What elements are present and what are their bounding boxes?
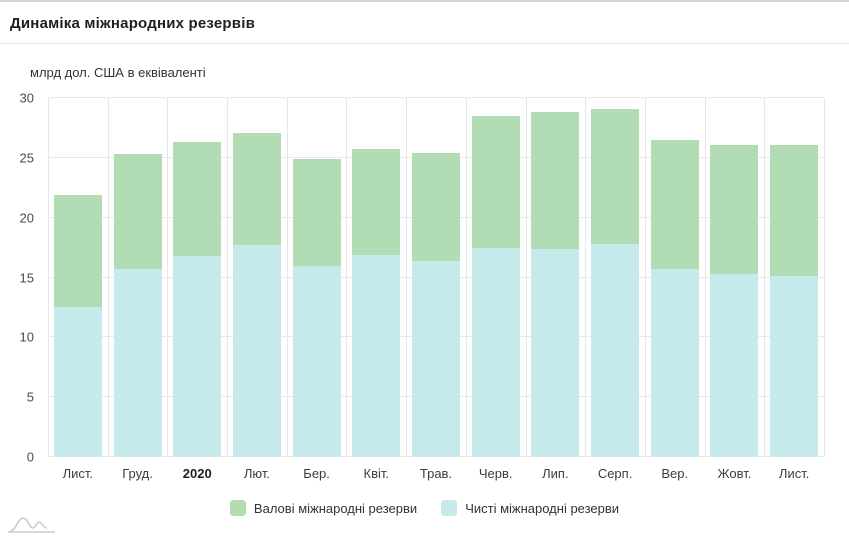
- y-tick-label: 10: [19, 329, 34, 345]
- chart-legend: Валові міжнародні резерви Чисті міжнарод…: [0, 496, 849, 520]
- bar-net[interactable]: [770, 276, 819, 457]
- mini-area-chart-icon: [8, 517, 55, 533]
- x-tick-label: 2020: [182, 466, 212, 481]
- bar-net[interactable]: [412, 260, 460, 457]
- gridline-vertical: [167, 98, 169, 457]
- x-tick-label: Черв.: [478, 466, 513, 481]
- gridline-vertical: [824, 98, 825, 457]
- legend-swatch-gross-icon: [229, 500, 246, 516]
- x-tick-label: Серп.: [597, 466, 633, 481]
- gridline-vertical: [227, 98, 229, 457]
- x-tick-label: Бер.: [303, 466, 330, 481]
- gridline-vertical: [585, 98, 587, 457]
- gridline-vertical: [704, 98, 706, 457]
- bar-net[interactable]: [232, 245, 281, 457]
- y-tick-label: 20: [19, 210, 34, 226]
- legend-swatch-net-icon: [441, 500, 458, 516]
- gridline-horizontal: [48, 97, 824, 98]
- bar-net[interactable]: [352, 254, 401, 457]
- gridline-vertical: [346, 98, 348, 457]
- plot-area: [48, 97, 825, 457]
- x-tick-label: Квіт.: [363, 466, 390, 481]
- legend-label-gross: Валові міжнародні резерви: [253, 500, 418, 516]
- x-tick-label: Груд.: [122, 466, 153, 481]
- x-tick-label: Лист.: [778, 466, 810, 481]
- gridline-vertical: [107, 98, 109, 457]
- gridline-vertical: [48, 98, 49, 457]
- header-divider: [0, 43, 849, 44]
- y-tick-label: 30: [19, 90, 34, 106]
- bar-net[interactable]: [113, 269, 162, 457]
- x-tick-label: Лют.: [243, 466, 270, 481]
- x-tick-label: Лип.: [542, 466, 569, 481]
- legend-item-gross[interactable]: Валові міжнародні резерви: [229, 500, 418, 516]
- y-tick-label: 15: [19, 270, 34, 285]
- x-tick-label: Жовт.: [717, 466, 752, 481]
- bar-net[interactable]: [710, 273, 759, 457]
- y-axis: 0 5 10 15 20 25 30: [2, 91, 40, 465]
- gridline-vertical: [525, 98, 527, 457]
- gridline-vertical: [764, 98, 766, 457]
- bar-net[interactable]: [531, 248, 580, 457]
- bar-net[interactable]: [173, 255, 222, 457]
- x-axis: Лист. Груд. 2020 Лют. Бер. Квіт. Трав. Черв. Лип…: [48, 466, 824, 484]
- gridline-vertical: [644, 98, 646, 457]
- bar-net[interactable]: [53, 307, 102, 457]
- y-tick-label: 0: [26, 449, 34, 465]
- x-tick-label: Трав.: [419, 466, 453, 481]
- y-tick-label: 5: [26, 389, 34, 405]
- gridline-vertical: [465, 98, 467, 457]
- bar-net[interactable]: [471, 247, 520, 457]
- bar-net[interactable]: [650, 269, 699, 457]
- x-tick-label: Вер.: [661, 466, 689, 481]
- bar-net[interactable]: [591, 244, 640, 457]
- x-tick-label: Лист.: [62, 466, 94, 481]
- bar-net[interactable]: [292, 265, 341, 457]
- y-tick-label: 25: [19, 150, 34, 166]
- page-title: Динаміка міжнародних резервів: [10, 15, 256, 32]
- gridline-vertical: [406, 98, 408, 457]
- legend-item-net[interactable]: Чисті міжнародні резерви: [441, 500, 619, 516]
- gridline-vertical: [286, 98, 288, 457]
- y-axis-caption: млрд дол. США в еквіваленті: [30, 65, 206, 80]
- legend-label-net: Чисті міжнародні резерви: [465, 500, 620, 516]
